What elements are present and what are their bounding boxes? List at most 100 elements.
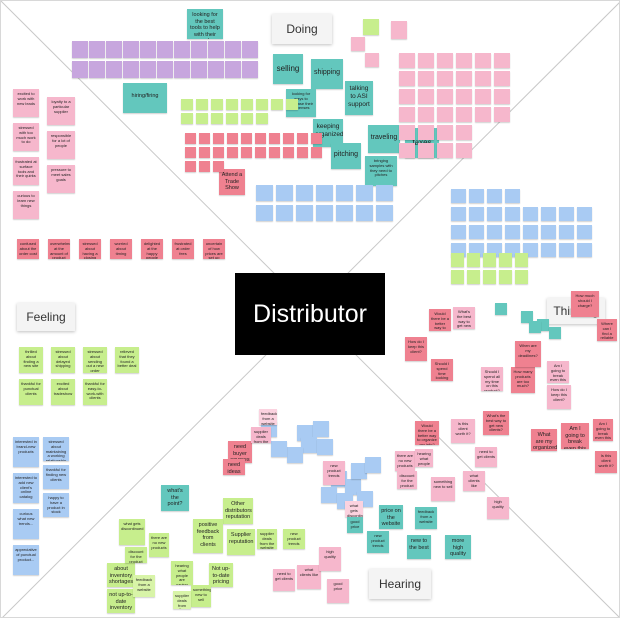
sticky-hear-note-10[interactable]: high quality bbox=[487, 497, 509, 519]
sticky-feel-blue2-0[interactable]: stressed about maintaining a working rel… bbox=[43, 437, 69, 461]
sticky-supplier-reputation[interactable]: Supplier reputation bbox=[227, 529, 255, 555]
sticky-think-blue-7[interactable] bbox=[505, 207, 520, 221]
sticky-think-note-0[interactable]: Would there be a better way to organize … bbox=[429, 309, 451, 331]
sticky-doing-blue-1[interactable] bbox=[276, 185, 293, 201]
sticky-selling[interactable]: selling bbox=[273, 54, 303, 84]
feeling-title-card[interactable]: Feeling bbox=[17, 303, 75, 331]
sticky-doing-pink-26[interactable] bbox=[437, 125, 453, 140]
sticky-purple-grid-1[interactable] bbox=[89, 41, 105, 58]
sticky-doing-blue-8[interactable] bbox=[276, 205, 293, 221]
sticky-think-green-2[interactable] bbox=[483, 253, 496, 267]
sticky-doing-pink-30[interactable] bbox=[437, 143, 453, 158]
sticky-need-ideas[interactable]: need ideas bbox=[223, 459, 245, 475]
sticky-feel-blue2-2[interactable]: happy to have a product in stock bbox=[43, 493, 69, 517]
sticky-think-teal-0[interactable] bbox=[495, 303, 507, 315]
sticky-doing-red-11[interactable] bbox=[199, 147, 210, 158]
sticky-think-blue-27[interactable] bbox=[577, 243, 592, 257]
sticky-doing-red-1[interactable] bbox=[199, 133, 210, 144]
sticky-hear-blue-1[interactable] bbox=[313, 421, 329, 437]
sticky-think-blue-8[interactable] bbox=[523, 207, 538, 221]
sticky-doing-red-8[interactable] bbox=[297, 133, 308, 144]
sticky-doing-pink-16[interactable] bbox=[475, 89, 491, 104]
sticky-think-blue-3[interactable] bbox=[505, 189, 520, 203]
sticky-doing-pink-22[interactable] bbox=[475, 107, 491, 122]
sticky-doing-blue-12[interactable] bbox=[356, 205, 373, 221]
sticky-think-green-3[interactable] bbox=[499, 253, 512, 267]
sticky-doing-red-19[interactable] bbox=[311, 147, 322, 158]
sticky-doing-green-3[interactable] bbox=[226, 99, 238, 110]
sticky-doing-green-12[interactable] bbox=[241, 113, 253, 124]
sticky-doing-green-5[interactable] bbox=[256, 99, 268, 110]
sticky-think-blue-11[interactable] bbox=[577, 207, 592, 221]
center-persona-card[interactable]: Distributor bbox=[235, 273, 385, 355]
sticky-think-blue-4[interactable] bbox=[451, 207, 466, 221]
sticky-doing-pink-17[interactable] bbox=[494, 89, 510, 104]
sticky-hear-note-14[interactable]: new product trends bbox=[283, 529, 305, 549]
sticky-think-note-10[interactable]: Is this client worth it? bbox=[451, 419, 475, 443]
sticky-purple-grid-18[interactable] bbox=[191, 61, 207, 78]
sticky-purple-grid-9[interactable] bbox=[225, 41, 241, 58]
sticky-think-blue-5[interactable] bbox=[469, 207, 484, 221]
sticky-feel-green2-0[interactable]: thankful for punctual clients bbox=[19, 379, 43, 405]
sticky-doing-red-12[interactable] bbox=[213, 147, 224, 158]
sticky-hear-note-3[interactable]: what gets discontinued bbox=[345, 501, 363, 517]
sticky-doing-blue-6[interactable] bbox=[376, 185, 393, 201]
sticky-doing-red-10[interactable] bbox=[185, 147, 196, 158]
sticky-feel-pink-3[interactable]: curious to learn new things bbox=[13, 191, 39, 219]
sticky-think-blue-13[interactable] bbox=[469, 225, 484, 239]
sticky-doing-blue-5[interactable] bbox=[356, 185, 373, 201]
sticky-doing-red-20[interactable] bbox=[185, 161, 196, 172]
sticky-pitching[interactable]: pitching bbox=[331, 143, 361, 169]
sticky-doing-pink-18[interactable] bbox=[399, 107, 415, 122]
sticky-purple-grid-7[interactable] bbox=[191, 41, 207, 58]
sticky-purple-grid-17[interactable] bbox=[174, 61, 190, 78]
sticky-think-note-3[interactable]: Should I spend time looking for more... bbox=[431, 359, 453, 381]
sticky-think-blue-6[interactable] bbox=[487, 207, 502, 221]
sticky-doing-green-9[interactable] bbox=[196, 113, 208, 124]
sticky-doing-green-0[interactable] bbox=[181, 99, 193, 110]
sticky-think-blue-16[interactable] bbox=[523, 225, 538, 239]
sticky-doing-red-22[interactable] bbox=[213, 161, 224, 172]
sticky-think-green-5[interactable] bbox=[451, 270, 464, 284]
sticky-other-distributors[interactable]: Other distributors reputation bbox=[223, 498, 253, 524]
sticky-think-blue-9[interactable] bbox=[541, 207, 556, 221]
sticky-doing-pink-3[interactable] bbox=[456, 53, 472, 68]
sticky-think-note-1[interactable]: What's the best way to get new clients? bbox=[453, 307, 475, 329]
sticky-doing-pink-23[interactable] bbox=[494, 107, 510, 122]
sticky-doing-red-16[interactable] bbox=[269, 147, 280, 158]
sticky-doing-blue-13[interactable] bbox=[376, 205, 393, 221]
sticky-purple-grid-12[interactable] bbox=[89, 61, 105, 78]
sticky-hear-blue-2[interactable] bbox=[301, 437, 317, 453]
sticky-hear-note-24[interactable]: feedback from a website bbox=[133, 575, 155, 597]
sticky-doing-pink-31[interactable] bbox=[456, 143, 472, 158]
sticky-new-to-best[interactable]: new to the best bbox=[407, 535, 431, 559]
sticky-purple-grid-19[interactable] bbox=[208, 61, 224, 78]
sticky-feel-red-4[interactable]: delighted at the happy people bbox=[141, 239, 163, 259]
sticky-doing-pink-9[interactable] bbox=[456, 71, 472, 86]
sticky-purple-grid-0[interactable] bbox=[72, 41, 88, 58]
sticky-feel-green2-2[interactable]: thankful for easy-to-work-with clients bbox=[83, 379, 107, 405]
sticky-hiring[interactable]: hiring/firing bbox=[123, 83, 167, 113]
sticky-doing-blue-9[interactable] bbox=[296, 205, 313, 221]
sticky-doing-pink-27[interactable] bbox=[456, 125, 472, 140]
sticky-think-blue-2[interactable] bbox=[487, 189, 502, 203]
sticky-feel-red-1[interactable]: overwhelmed at the amount of product bbox=[48, 239, 70, 259]
sticky-feel-blue1-0[interactable]: interested in brand-new products bbox=[13, 437, 39, 467]
sticky-think-blue-17[interactable] bbox=[541, 225, 556, 239]
sticky-about-inventory[interactable]: about inventory shortages bbox=[107, 563, 135, 587]
sticky-think-teal-1[interactable] bbox=[521, 311, 533, 323]
sticky-hear-blue-3[interactable] bbox=[287, 447, 303, 463]
sticky-hear-note-22[interactable]: high quality bbox=[319, 547, 341, 571]
sticky-think-note-9[interactable]: Where can I find a reliable supplier? bbox=[597, 319, 617, 341]
sticky-talking-asi[interactable]: talking to ASI support bbox=[345, 81, 373, 115]
sticky-think-green-7[interactable] bbox=[483, 270, 496, 284]
sticky-doing-green-11[interactable] bbox=[226, 113, 238, 124]
sticky-hear-note-1[interactable]: supplier deals from the website bbox=[251, 427, 271, 443]
sticky-think-blue-15[interactable] bbox=[505, 225, 520, 239]
sticky-hear-note-23[interactable]: good price bbox=[327, 579, 349, 603]
sticky-doing-pink-19[interactable] bbox=[418, 107, 434, 122]
sticky-doing-pink-20[interactable] bbox=[437, 107, 453, 122]
sticky-feel-red-0[interactable]: confused about the order cost bbox=[17, 239, 39, 259]
sticky-purple-grid-16[interactable] bbox=[157, 61, 173, 78]
sticky-doing-green-8[interactable] bbox=[181, 113, 193, 124]
